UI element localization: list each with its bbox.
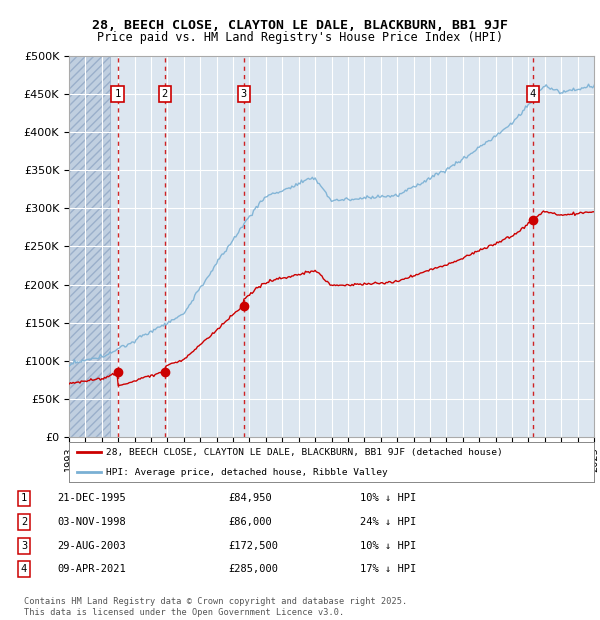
Text: £86,000: £86,000 [228, 517, 272, 527]
Text: 2: 2 [21, 517, 27, 527]
Text: 29-AUG-2003: 29-AUG-2003 [57, 541, 126, 551]
Text: Price paid vs. HM Land Registry's House Price Index (HPI): Price paid vs. HM Land Registry's House … [97, 31, 503, 44]
Text: £285,000: £285,000 [228, 564, 278, 574]
Text: Contains HM Land Registry data © Crown copyright and database right 2025.
This d: Contains HM Land Registry data © Crown c… [24, 598, 407, 617]
Text: 28, BEECH CLOSE, CLAYTON LE DALE, BLACKBURN, BB1 9JF (detached house): 28, BEECH CLOSE, CLAYTON LE DALE, BLACKB… [106, 448, 503, 457]
Text: 3: 3 [241, 89, 247, 99]
Text: 03-NOV-1998: 03-NOV-1998 [57, 517, 126, 527]
Text: 2: 2 [161, 89, 168, 99]
Text: 24% ↓ HPI: 24% ↓ HPI [360, 517, 416, 527]
Text: 21-DEC-1995: 21-DEC-1995 [57, 494, 126, 503]
Text: 4: 4 [530, 89, 536, 99]
Text: 3: 3 [21, 541, 27, 551]
Text: 10% ↓ HPI: 10% ↓ HPI [360, 541, 416, 551]
Text: 09-APR-2021: 09-APR-2021 [57, 564, 126, 574]
Text: 17% ↓ HPI: 17% ↓ HPI [360, 564, 416, 574]
Text: £172,500: £172,500 [228, 541, 278, 551]
Bar [69, 56, 110, 437]
Text: £84,950: £84,950 [228, 494, 272, 503]
Text: 4: 4 [21, 564, 27, 574]
Text: 28, BEECH CLOSE, CLAYTON LE DALE, BLACKBURN, BB1 9JF: 28, BEECH CLOSE, CLAYTON LE DALE, BLACKB… [92, 19, 508, 32]
Text: 1: 1 [21, 494, 27, 503]
Text: 10% ↓ HPI: 10% ↓ HPI [360, 494, 416, 503]
Text: HPI: Average price, detached house, Ribble Valley: HPI: Average price, detached house, Ribb… [106, 467, 388, 477]
Text: 1: 1 [115, 89, 121, 99]
